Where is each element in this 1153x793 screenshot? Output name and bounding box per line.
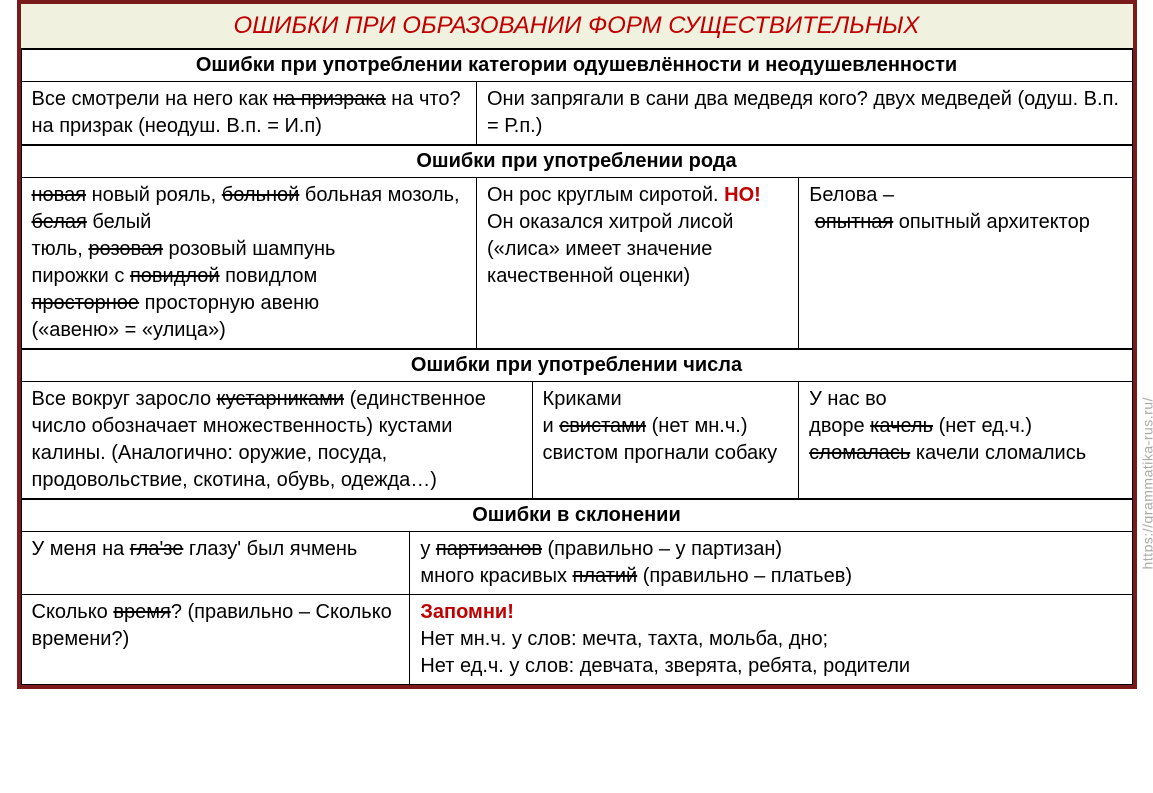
section-4-table: Ошибки в склонении У меня на гла'зе глаз… <box>21 499 1133 685</box>
s3-cell-3: У нас водворе качель (нет ед.ч.) сломала… <box>799 382 1132 499</box>
section-1-header: Ошибки при употреблении категории одушев… <box>21 50 1132 82</box>
s2-cell-3: Белова – опытная опытный архитектор <box>799 178 1132 349</box>
watermark-url: https://grammatika-rus.ru/ <box>1139 397 1153 570</box>
s4-r1c2: у партизанов (правильно – у партизан)мно… <box>410 532 1132 595</box>
section-4-header: Ошибки в склонении <box>21 500 1132 532</box>
section-2-header: Ошибки при употреблении рода <box>21 146 1132 178</box>
section-3-table: Ошибки при употреблении числа Все вокруг… <box>21 349 1133 499</box>
s3-cell-2: Крикамии свистами (нет мн.ч.) свистом пр… <box>532 382 799 499</box>
s4-r2c1: Сколько время? (правильно – Сколько врем… <box>21 595 410 685</box>
document-frame: ОШИБКИ ПРИ ОБРАЗОВАНИИ ФОРМ СУЩЕСТВИТЕЛЬ… <box>17 0 1137 689</box>
s4-r1c1: У меня на гла'зе глазу' был ячмень <box>21 532 410 595</box>
s4-r2c2: Запомни!Нет мн.ч. у слов: мечта, тахта, … <box>410 595 1132 685</box>
s2-cell-1: новая новый рояль, больной больная мозол… <box>21 178 477 349</box>
section-3-header: Ошибки при употреблении числа <box>21 350 1132 382</box>
s1-cell-2: Они запрягали в сани два медведя кого? д… <box>477 82 1133 145</box>
main-title: ОШИБКИ ПРИ ОБРАЗОВАНИИ ФОРМ СУЩЕСТВИТЕЛЬ… <box>21 4 1133 49</box>
s3-cell-1: Все вокруг заросло кустарниками (единств… <box>21 382 532 499</box>
s2-cell-2: Он рос круглым сиротой. НО! Он оказался … <box>477 178 799 349</box>
s1-cell-1: Все смотрели на него как на призрака на … <box>21 82 477 145</box>
section-1-table: Ошибки при употреблении категории одушев… <box>21 49 1133 145</box>
section-2-table: Ошибки при употреблении рода новая новый… <box>21 145 1133 349</box>
